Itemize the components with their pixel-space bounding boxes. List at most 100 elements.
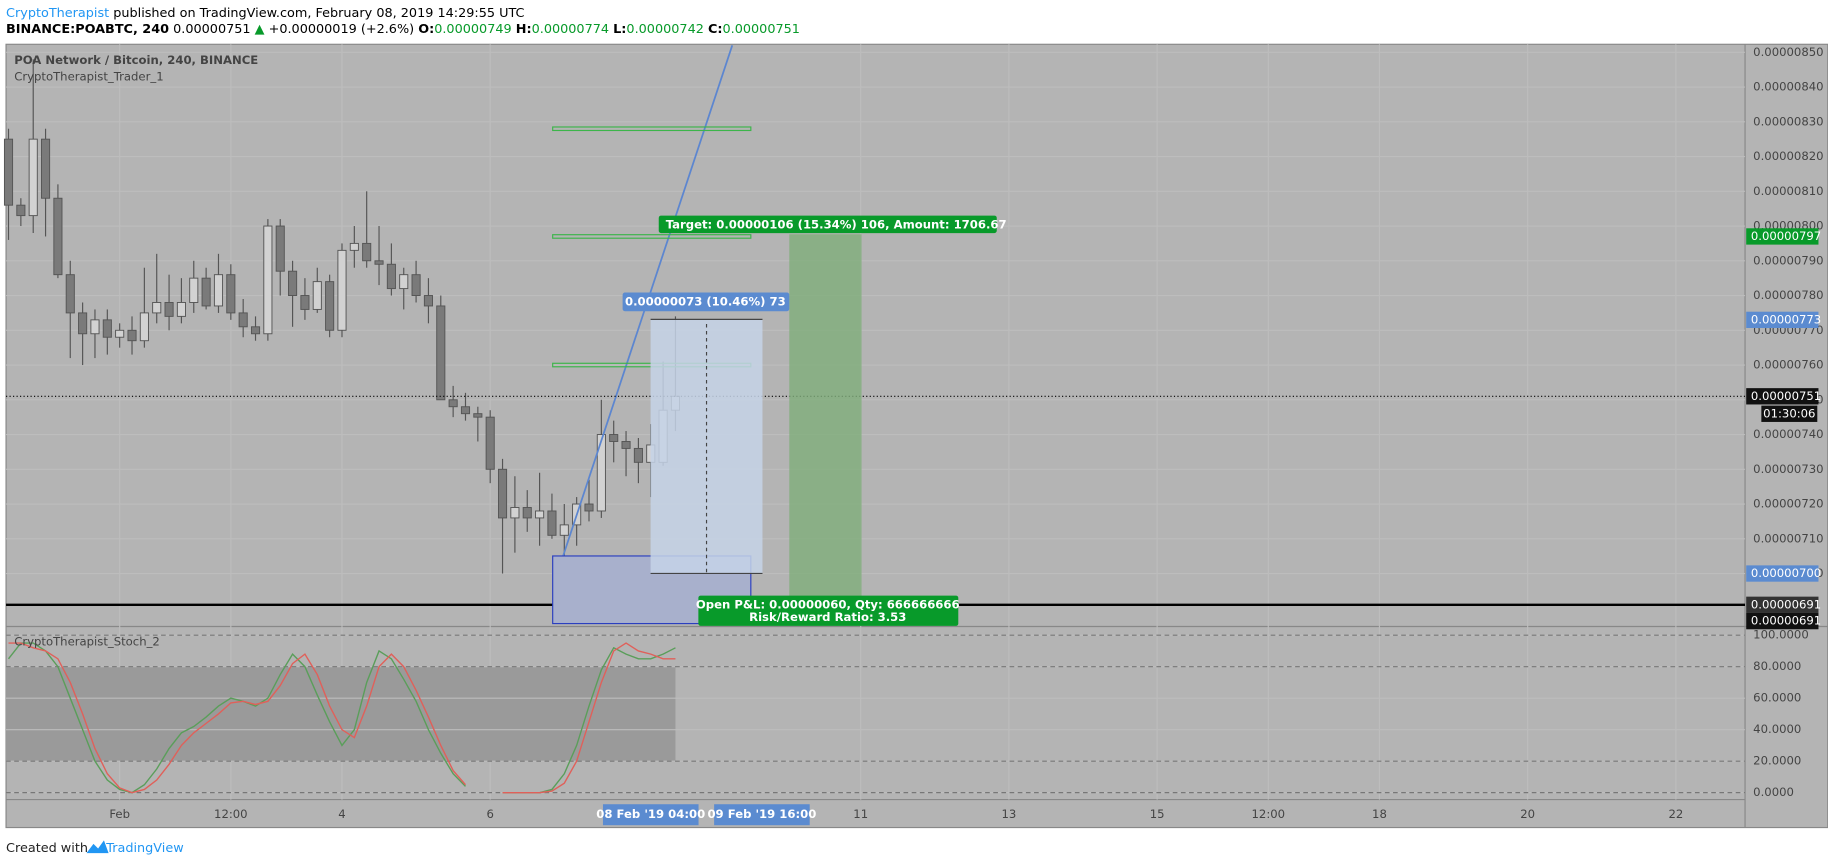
candle-body bbox=[460, 406, 471, 415]
footer-brand[interactable]: TradingView bbox=[105, 841, 183, 856]
price-label: 0.00000751 bbox=[1746, 388, 1821, 405]
o-label: O: bbox=[418, 22, 434, 37]
x-marker-box bbox=[714, 804, 810, 826]
candle-body bbox=[201, 277, 211, 307]
candle-body bbox=[16, 204, 26, 217]
candle-body bbox=[547, 510, 557, 536]
candle-body bbox=[189, 277, 199, 303]
target-label: Target: 0.00000106 (15.34%) 106, Amount:… bbox=[666, 217, 1007, 231]
candle-body bbox=[90, 319, 100, 335]
candle-body bbox=[250, 326, 261, 335]
stoch-title: CryptoTherapist_Stoch_2 bbox=[14, 635, 160, 649]
candle-body bbox=[164, 302, 174, 317]
x-marker: 08 Feb '19 04:00 bbox=[596, 804, 705, 826]
header-line: CryptoTherapist published on TradingView… bbox=[6, 5, 525, 20]
candle-body bbox=[176, 302, 186, 317]
countdown-box bbox=[1761, 405, 1818, 422]
c-label: C: bbox=[708, 22, 723, 37]
stoch-band bbox=[6, 666, 676, 762]
arrow: ▲ bbox=[255, 22, 265, 37]
price-label-text: 0.00000751 bbox=[1751, 389, 1821, 403]
y-tick-label: 20.0000 bbox=[1753, 754, 1801, 768]
candle-body bbox=[288, 270, 298, 296]
candle-body bbox=[337, 249, 347, 331]
price-label-box bbox=[1746, 311, 1819, 329]
price-label: 0.00000700 bbox=[1746, 565, 1821, 582]
candle-body bbox=[411, 274, 421, 296]
annotations: Target: 0.00000106 (15.34%) 106, Amount:… bbox=[622, 215, 1007, 626]
candle-body bbox=[559, 524, 569, 536]
candle-body bbox=[28, 138, 38, 217]
x-tick-label: 13 bbox=[1002, 807, 1017, 821]
candle-body bbox=[633, 447, 643, 463]
price-label-box bbox=[1746, 596, 1819, 613]
c: 0.00000751 bbox=[723, 22, 800, 37]
candle-body bbox=[362, 242, 372, 262]
chart-subtitle: CryptoTherapist_Trader_1 bbox=[14, 69, 163, 83]
candle-body bbox=[139, 312, 149, 342]
y-tick-label: 0.00000830 bbox=[1753, 114, 1823, 128]
candle-body bbox=[423, 295, 433, 307]
pnl-box bbox=[698, 595, 959, 626]
candle-body bbox=[473, 413, 483, 418]
candle-body bbox=[349, 242, 359, 251]
y-tick-label: 0.00000820 bbox=[1753, 149, 1823, 163]
candle-body bbox=[609, 434, 619, 442]
x-marker-box bbox=[602, 804, 699, 826]
author[interactable]: CryptoTherapist bbox=[6, 5, 109, 20]
candle-body bbox=[584, 503, 594, 512]
change: +0.00000019 (+2.6%) bbox=[269, 22, 415, 37]
l: 0.00000742 bbox=[626, 22, 703, 37]
measure-label: 0.00000073 (10.46%) 73 bbox=[625, 294, 786, 308]
last: 0.00000751 bbox=[173, 22, 250, 37]
candle-body bbox=[226, 274, 236, 314]
plot-area bbox=[3, 44, 1746, 800]
candle-body bbox=[325, 281, 335, 331]
y-tick-label: 0.00000840 bbox=[1753, 80, 1823, 94]
y-tick-label: 0.00000710 bbox=[1753, 531, 1823, 545]
y-tick-label: 0.00000790 bbox=[1753, 253, 1823, 267]
candle-body bbox=[102, 319, 112, 338]
candle-body bbox=[386, 263, 396, 290]
candle-body bbox=[263, 225, 273, 335]
y-tick-label: 80.0000 bbox=[1753, 659, 1801, 673]
price-label-text: 0.00000691 bbox=[1751, 614, 1821, 628]
y-tick-label: 0.00000720 bbox=[1753, 497, 1823, 511]
candle-body bbox=[399, 274, 409, 290]
h: 0.00000774 bbox=[532, 22, 609, 37]
price-label: 0.00000797 bbox=[1746, 228, 1821, 245]
candle-body bbox=[41, 138, 51, 199]
x-tick-label: 11 bbox=[853, 807, 868, 821]
candle-body bbox=[127, 329, 137, 342]
pnl-label: Open P&L: 0.00000060, Qty: 666666666 bbox=[696, 597, 960, 611]
ratio-label: Risk/Reward Ratio: 3.53 bbox=[749, 610, 906, 624]
drawing-tools bbox=[552, 234, 862, 625]
published: published on TradingView.com, February 0… bbox=[113, 5, 524, 20]
symbol: BINANCE:POABTC, 240 bbox=[6, 22, 169, 37]
countdown: 01:30:06 bbox=[1763, 406, 1815, 420]
x-tick-label: Feb bbox=[109, 807, 130, 821]
price-label-text: 0.00000700 bbox=[1751, 566, 1821, 580]
candle-body bbox=[522, 507, 532, 519]
y-tick-label: 0.00000850 bbox=[1753, 45, 1823, 59]
candle-body bbox=[78, 312, 88, 335]
stoch-line bbox=[8, 642, 676, 794]
x-tick-label: 18 bbox=[1372, 807, 1387, 821]
x-tick-label: 20 bbox=[1520, 807, 1535, 821]
price-label-box bbox=[1746, 612, 1819, 630]
candle-body bbox=[436, 305, 446, 401]
x-tick-label: 22 bbox=[1668, 807, 1683, 821]
candle-body bbox=[300, 295, 310, 310]
y-tick-label: 0.00000760 bbox=[1753, 358, 1823, 372]
candle-body bbox=[374, 260, 384, 265]
price-label: 0.00000773 bbox=[1746, 311, 1821, 329]
candle-body bbox=[312, 281, 322, 310]
candle-body bbox=[485, 416, 495, 470]
candle-body bbox=[275, 225, 285, 272]
y-tick-label: 0.00000810 bbox=[1753, 184, 1823, 198]
candle-body bbox=[497, 468, 508, 519]
price-label-box bbox=[1746, 565, 1819, 582]
level-line bbox=[552, 234, 752, 239]
h-label: H: bbox=[516, 22, 532, 37]
price-label: 0.00000691 bbox=[1746, 612, 1821, 630]
